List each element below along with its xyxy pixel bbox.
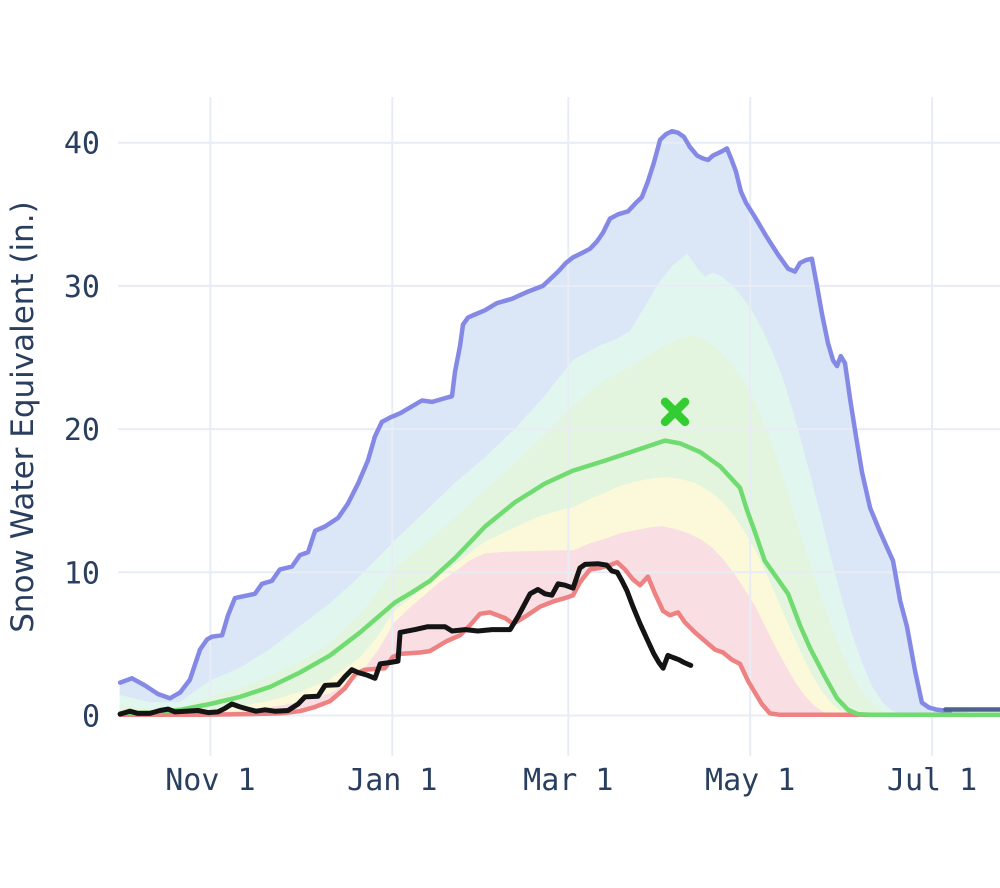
x-tick-label-jan1: Jan 1 [347,763,437,798]
data-lines [117,128,1000,718]
x-axis: Nov 1 Jan 1 Mar 1 May 1 Jul 1 [165,763,977,798]
y-tick-label-20: 20 [64,413,100,448]
peak-marker-layer [660,397,690,427]
y-tick-label-0: 0 [82,700,100,735]
y-tick-label-40: 40 [64,127,100,162]
y-tick-label-30: 30 [64,270,100,305]
x-tick-label-jul1: Jul 1 [887,763,977,798]
y-axis-title: Snow Water Equivalent (in.) [5,201,41,633]
x-tick-label-mar1: Mar 1 [523,763,613,798]
median-line [117,438,1000,718]
y-tick-label-10: 10 [64,556,100,591]
y-axis: 0 10 20 30 40 Snow Water Equivalent (in.… [5,127,100,735]
x-tick-label-may1: May 1 [705,763,795,798]
x-tick-label-nov1: Nov 1 [165,763,255,798]
max-line [117,128,953,714]
current-line [117,561,694,717]
percentile-bands [119,130,1000,717]
peak-x-marker [660,397,690,427]
